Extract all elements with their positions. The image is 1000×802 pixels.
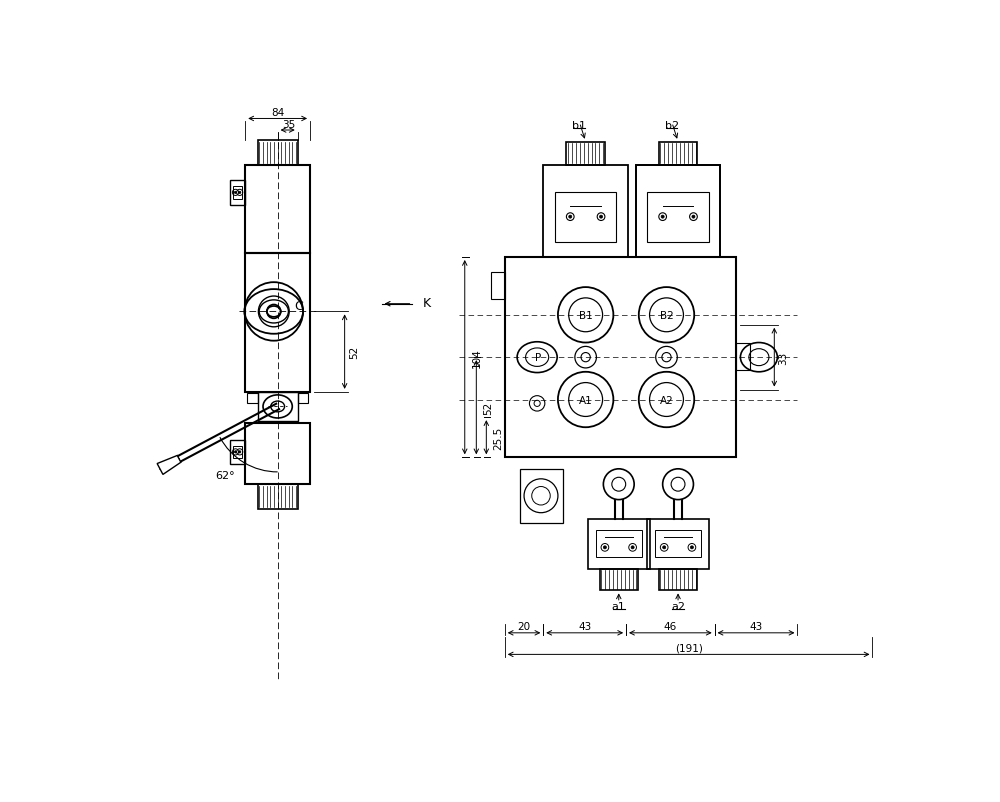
Bar bbox=[600, 569, 638, 591]
Bar bbox=[298, 394, 308, 403]
Circle shape bbox=[600, 216, 603, 219]
Bar bbox=[588, 519, 650, 569]
Bar bbox=[520, 469, 563, 523]
Text: B2: B2 bbox=[660, 310, 673, 321]
Text: A1: A1 bbox=[579, 395, 593, 405]
Text: A2: A2 bbox=[660, 395, 673, 405]
Circle shape bbox=[663, 546, 666, 549]
Text: 84: 84 bbox=[271, 108, 284, 118]
Bar bbox=[555, 192, 616, 242]
Circle shape bbox=[661, 216, 664, 219]
Text: 52: 52 bbox=[483, 401, 493, 415]
Circle shape bbox=[234, 452, 237, 453]
Text: 52: 52 bbox=[349, 346, 359, 358]
Bar bbox=[636, 165, 720, 257]
Bar bbox=[233, 187, 242, 199]
Bar bbox=[245, 423, 310, 484]
Bar bbox=[505, 257, 736, 458]
Text: b1: b1 bbox=[572, 120, 586, 131]
Bar bbox=[636, 165, 720, 257]
Circle shape bbox=[690, 546, 693, 549]
Bar bbox=[566, 143, 605, 165]
Circle shape bbox=[234, 192, 237, 194]
Text: K: K bbox=[422, 296, 431, 310]
Text: 25.5: 25.5 bbox=[493, 426, 503, 449]
Bar bbox=[258, 141, 298, 165]
Text: 33: 33 bbox=[779, 351, 789, 364]
Text: 43: 43 bbox=[578, 621, 591, 631]
Text: B1: B1 bbox=[579, 310, 593, 321]
Text: 43: 43 bbox=[749, 621, 763, 631]
Circle shape bbox=[569, 216, 572, 219]
Bar bbox=[230, 180, 245, 205]
Polygon shape bbox=[157, 456, 181, 475]
Text: 20: 20 bbox=[517, 621, 531, 631]
Bar bbox=[596, 531, 642, 557]
Bar bbox=[258, 484, 298, 509]
Bar bbox=[543, 165, 628, 257]
Text: a2: a2 bbox=[671, 602, 685, 611]
Bar bbox=[233, 446, 242, 459]
Bar bbox=[258, 392, 298, 422]
Bar bbox=[647, 519, 709, 569]
Text: 35: 35 bbox=[283, 119, 296, 130]
Text: (191): (191) bbox=[675, 642, 703, 653]
Bar bbox=[491, 273, 505, 300]
Bar bbox=[647, 192, 709, 242]
Text: b2: b2 bbox=[665, 120, 679, 131]
Bar bbox=[659, 143, 697, 165]
Bar bbox=[230, 440, 245, 464]
Bar bbox=[245, 165, 310, 254]
Text: 62°: 62° bbox=[215, 471, 235, 480]
Text: C: C bbox=[294, 299, 303, 312]
Circle shape bbox=[239, 452, 241, 453]
Circle shape bbox=[631, 546, 634, 549]
Bar bbox=[655, 531, 701, 557]
Bar bbox=[247, 394, 258, 403]
Text: 46: 46 bbox=[664, 621, 677, 631]
Bar bbox=[736, 344, 750, 371]
Circle shape bbox=[603, 546, 606, 549]
Text: a1: a1 bbox=[612, 602, 626, 611]
Circle shape bbox=[239, 192, 241, 194]
Text: 104: 104 bbox=[472, 348, 482, 367]
Circle shape bbox=[692, 216, 695, 219]
Bar bbox=[659, 569, 697, 591]
Text: P: P bbox=[535, 353, 541, 363]
Bar bbox=[245, 254, 310, 392]
